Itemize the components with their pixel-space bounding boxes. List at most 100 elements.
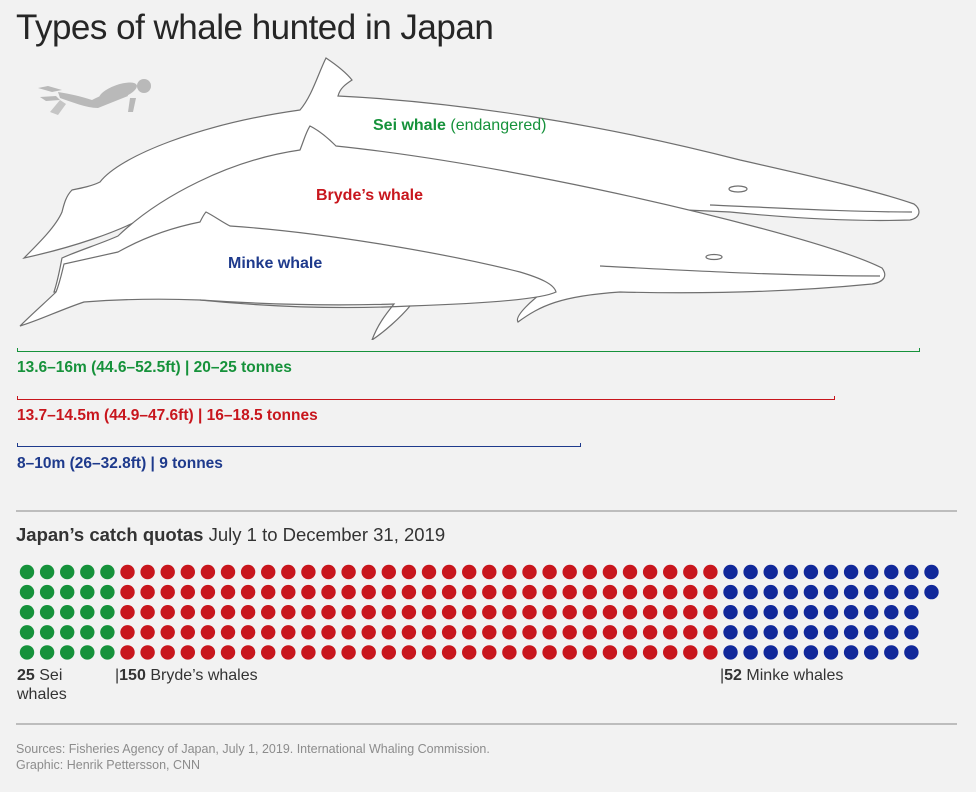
sei-whale-status: (endangered) xyxy=(450,117,547,134)
quota-dot xyxy=(522,625,537,640)
quota-dot xyxy=(743,564,758,580)
quota-dot xyxy=(864,564,879,580)
quota-dot xyxy=(663,605,678,620)
quota-dot xyxy=(703,645,718,660)
quota-dot xyxy=(622,645,638,660)
quota-dot xyxy=(924,584,939,600)
quota-dot xyxy=(663,645,678,660)
quota-dot xyxy=(261,584,276,600)
quota-dot xyxy=(723,625,738,640)
quota-dot xyxy=(401,625,417,640)
quota-dot xyxy=(743,605,758,620)
quota-dot xyxy=(180,625,195,640)
quota-dot xyxy=(140,645,155,660)
quota-dot xyxy=(723,564,738,580)
quota-dot xyxy=(803,605,819,620)
quota-dot xyxy=(180,645,195,660)
quota-dot xyxy=(482,625,497,640)
quota-dot xyxy=(220,645,236,660)
quota-dot xyxy=(100,645,115,660)
quota-dot xyxy=(562,605,577,620)
quota-dot xyxy=(441,645,457,660)
quota-dot xyxy=(562,625,577,640)
quota-dot xyxy=(140,605,155,620)
quota-dot xyxy=(321,605,336,620)
quota-dot xyxy=(864,645,879,660)
quota-dot xyxy=(803,564,819,580)
quota-dot xyxy=(904,645,919,660)
quota-heading: Japan’s catch quotas July 1 to December … xyxy=(16,524,445,546)
quota-dot xyxy=(703,564,718,580)
quota-dot xyxy=(723,605,738,620)
quota-dot xyxy=(401,584,417,600)
sources-note: Sources: Fisheries Agency of Japan, July… xyxy=(16,741,490,773)
quota-dot xyxy=(180,605,195,620)
quota-dot xyxy=(843,605,859,620)
quota-dot xyxy=(462,605,477,620)
quota-dot xyxy=(200,645,216,660)
quota-dot xyxy=(663,584,678,600)
quota-dot xyxy=(160,584,175,600)
quota-dot xyxy=(602,564,618,580)
quota-dot xyxy=(462,645,477,660)
quota-dot xyxy=(924,564,939,580)
sei-whale-name: Sei whale xyxy=(373,117,446,134)
quota-dot xyxy=(381,645,396,660)
quota-dot xyxy=(462,584,477,600)
quota-dot xyxy=(401,605,417,620)
quota-dot xyxy=(482,564,497,580)
quota-dot xyxy=(703,605,718,620)
quota-dot xyxy=(462,625,477,640)
quota-dot xyxy=(160,564,175,580)
quota-dot xyxy=(783,625,798,640)
quota-dot xyxy=(381,584,396,600)
quota-dot xyxy=(542,584,557,600)
quota-dot xyxy=(421,625,437,640)
quota-dot xyxy=(341,564,356,580)
brydes-count-text: Bryde’s whales xyxy=(150,667,258,684)
quota-dot xyxy=(19,564,35,580)
quota-dot xyxy=(783,605,798,620)
quota-dot xyxy=(180,584,195,600)
diver-icon xyxy=(38,79,151,115)
quota-dot xyxy=(783,584,798,600)
quota-dot xyxy=(763,584,778,600)
quota-dot xyxy=(140,564,155,580)
quota-dot xyxy=(582,645,597,660)
quota-dot xyxy=(783,645,798,660)
sources-line: Sources: Fisheries Agency of Japan, July… xyxy=(16,742,490,756)
quota-dot xyxy=(884,605,899,620)
quota-dot xyxy=(683,605,698,620)
brydes-length-text: 13.7–14.5m (44.9–47.6ft) | 16–18.5 tonne… xyxy=(17,407,318,424)
quota-dot xyxy=(120,564,135,580)
quota-dot xyxy=(482,584,497,600)
quota-dot xyxy=(421,584,437,600)
brydes-length-bar xyxy=(17,396,835,400)
minke-length-bar xyxy=(17,443,581,447)
quota-dot xyxy=(281,605,296,620)
quota-dot xyxy=(361,645,376,660)
quota-dot xyxy=(301,564,316,580)
quota-dot xyxy=(703,625,718,640)
quota-dot xyxy=(562,564,577,580)
quota-dot xyxy=(864,584,879,600)
quota-dot xyxy=(361,605,376,620)
sei-count-text: Sei xyxy=(39,667,63,684)
quota-dot xyxy=(200,605,216,620)
quota-dot xyxy=(823,584,839,600)
quota-dot xyxy=(723,584,738,600)
quota-dot xyxy=(301,584,316,600)
quota-dot xyxy=(59,645,75,660)
quota-dot xyxy=(663,625,678,640)
quota-dot xyxy=(100,625,115,640)
quota-dot xyxy=(683,564,698,580)
quota-dot xyxy=(381,564,396,580)
quota-dot xyxy=(642,584,658,600)
sei-count: 25 xyxy=(17,667,35,684)
quota-heading-bold: Japan’s catch quotas xyxy=(16,524,204,545)
quota-dot xyxy=(261,564,276,580)
quota-dot xyxy=(743,645,758,660)
quota-dot xyxy=(582,625,597,640)
brydes-whale-label: Bryde’s whale xyxy=(316,187,424,204)
quota-dot xyxy=(602,625,618,640)
